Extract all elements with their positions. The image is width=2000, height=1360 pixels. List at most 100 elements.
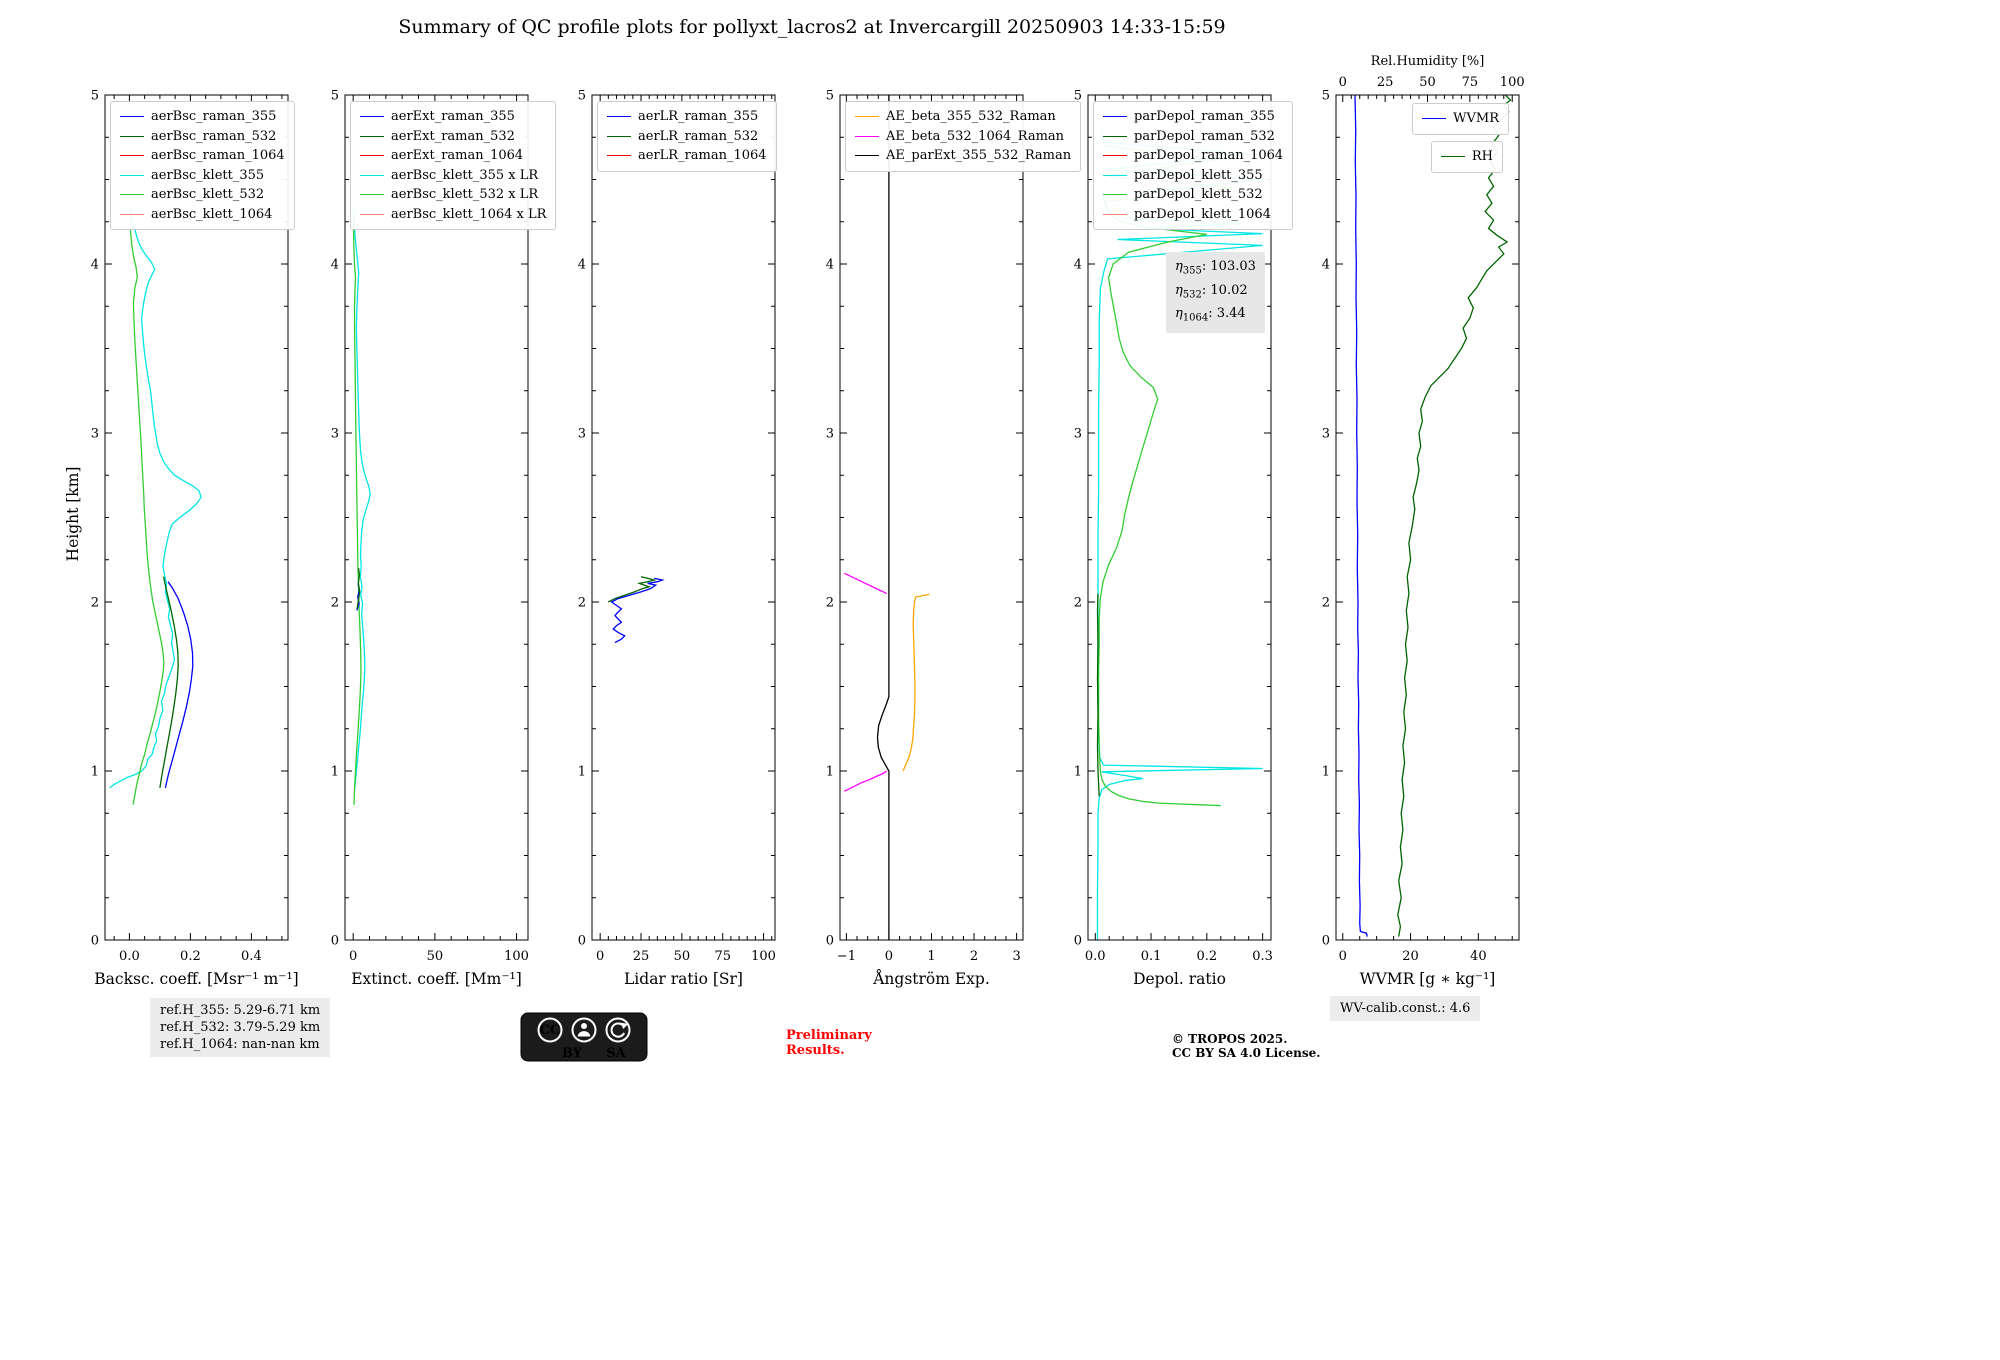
series-AE_beta_532_1064_Raman <box>844 770 888 792</box>
legend-label: AE_beta_355_532_Raman <box>886 109 1056 124</box>
person-icon-head <box>581 1023 587 1029</box>
copyright-line-1: © TROPOS 2025. <box>1172 1032 1288 1046</box>
x-tick-label: 2 <box>970 949 978 964</box>
y-tick-label: 0 <box>1074 934 1082 949</box>
top-tick-label: 75 <box>1462 75 1479 90</box>
legend-line-icon <box>1103 135 1127 137</box>
y-tick-label: 3 <box>91 427 99 442</box>
wv-calib-note: WV-calib.const.: 4.6 <box>1330 996 1481 1021</box>
legend-entry: aerExt_raman_532 <box>360 127 546 147</box>
eta-line: η355: 103.03 <box>1175 259 1256 277</box>
x-tick-label: 0 <box>596 949 604 964</box>
legend-entry: parDepol_raman_1064 <box>1103 146 1283 166</box>
legend-extinction: aerExt_raman_355 aerExt_raman_532 aerExt_r… <box>350 101 557 230</box>
x-tick-label: 0.4 <box>241 949 262 964</box>
y-tick-label: 4 <box>1074 258 1082 273</box>
series-parDepol_klett_355 <box>1096 128 1263 940</box>
legend-line-icon <box>607 155 631 157</box>
legend-lidar-ratio: aerLR_raman_355 aerLR_raman_532 aerLR_rama… <box>597 101 777 172</box>
cc-by-label: BY <box>562 1046 583 1061</box>
legend-wvmr-1: RH <box>1430 141 1503 173</box>
legend-entry: aerLR_raman_532 <box>607 127 767 147</box>
x-tick-label: 40 <box>1470 949 1487 964</box>
legend-line-icon <box>1440 156 1465 158</box>
y-tick-label: 3 <box>1322 427 1330 442</box>
top-tick-label: 25 <box>1377 75 1394 90</box>
share-alike-arrowhead <box>620 1022 629 1029</box>
wv-calib-value: WV-calib.const.: 4.6 <box>1340 1001 1471 1016</box>
y-tick-label: 0 <box>91 934 99 949</box>
reference-heights-note: ref.H_355: 5.29-6.71 km ref.H_532: 3.79-… <box>150 998 331 1057</box>
legend-entry: aerExt_raman_355 <box>360 107 546 127</box>
y-tick-label: 4 <box>331 258 339 273</box>
legend-line-icon <box>360 116 384 118</box>
ref-h-355: ref.H_355: 5.29-6.71 km <box>160 1003 321 1018</box>
legend-label: aerExt_raman_355 <box>391 109 515 124</box>
y-tick-label: 5 <box>331 89 339 104</box>
legend-line-icon <box>360 135 384 137</box>
legend-label: RH <box>1471 149 1493 164</box>
series-parDepol_raman_532 <box>1096 593 1100 797</box>
legend-entry: aerBsc_klett_355 x LR <box>360 166 546 186</box>
x-tick-label: 75 <box>714 949 731 964</box>
x-tick-label: −1 <box>837 949 856 964</box>
x-tick-label: 25 <box>633 949 650 964</box>
legend-entry: WVMR <box>1422 109 1499 129</box>
x-tick-label: 50 <box>427 949 444 964</box>
series-AE_beta_355_532_Raman <box>902 593 930 772</box>
legend-line-icon <box>1103 213 1127 215</box>
eta-line: η1064: 3.44 <box>1175 306 1246 324</box>
legend-label: parDepol_klett_1064 <box>1134 206 1271 222</box>
legend-label: WVMR <box>1453 111 1499 126</box>
legend-entry: parDepol_klett_532 <box>1103 185 1283 205</box>
x-tick-label: 0.2 <box>180 949 201 964</box>
y-tick-label: 3 <box>826 427 834 442</box>
series-aerLR_raman_532 <box>608 576 657 603</box>
y-tick-label: 2 <box>331 596 339 611</box>
legend-label: parDepol_raman_532 <box>1134 128 1275 144</box>
xlabel-wvmr: WVMR [g ∗ kg⁻¹] <box>1359 970 1496 988</box>
legend-line-icon <box>607 116 631 118</box>
x-tick-label: 0.0 <box>1085 949 1106 964</box>
share-alike-arc <box>610 1022 625 1038</box>
legend-line-icon <box>120 116 144 118</box>
xlabel-lidar-ratio: Lidar ratio [Sr] <box>624 970 743 988</box>
series-aerExt_raman_532 <box>356 568 361 609</box>
series-RH <box>1397 95 1512 937</box>
copyright-line-2: CC BY SA 4.0 License. <box>1172 1046 1321 1060</box>
legend-line-icon <box>120 135 144 137</box>
legend-label: aerLR_raman_532 <box>638 128 759 144</box>
xlabel-angstrom: Ångström Exp. <box>873 970 990 988</box>
series-aerBsc_klett_532_xLR <box>352 218 362 805</box>
y-tick-label: 2 <box>826 596 834 611</box>
legend-label: aerBsc_raman_355 <box>151 109 277 124</box>
legend-line-icon <box>1103 116 1127 118</box>
y-tick-label: 4 <box>91 258 99 273</box>
y-tick-label: 2 <box>578 596 586 611</box>
legend-entry: parDepol_raman_532 <box>1103 127 1283 147</box>
person-icon-body <box>577 1031 591 1037</box>
series-parDepol_klett_532 <box>1097 145 1235 807</box>
y-tick-label: 5 <box>1322 89 1330 104</box>
x-tick-label: 50 <box>674 949 691 964</box>
legend-entry: AE_beta_532_1064_Raman <box>855 127 1071 147</box>
x-tick-label: 1 <box>927 949 935 964</box>
legend-label: aerBsc_raman_532 <box>151 128 277 144</box>
top-tick-label: 100 <box>1500 75 1525 90</box>
eta-line: η532: 10.02 <box>1175 282 1248 301</box>
legend-line-icon <box>1103 174 1127 176</box>
y-tick-label: 2 <box>1322 596 1330 611</box>
legend-line-icon <box>360 155 384 157</box>
xlabel-depol: Depol. ratio <box>1133 970 1226 988</box>
legend-entry: aerBsc_raman_532 <box>120 127 285 147</box>
share-alike-icon <box>605 1017 631 1043</box>
y-tick-label: 1 <box>1322 765 1330 780</box>
legend-label: parDepol_raman_355 <box>1134 109 1275 124</box>
legend-label: AE_parExt_355_532_Raman <box>886 148 1072 163</box>
y-tick-label: 2 <box>1074 596 1082 611</box>
figure-title: Summary of QC profile plots for pollyxt_… <box>398 16 1226 38</box>
legend-line-icon <box>855 155 879 157</box>
